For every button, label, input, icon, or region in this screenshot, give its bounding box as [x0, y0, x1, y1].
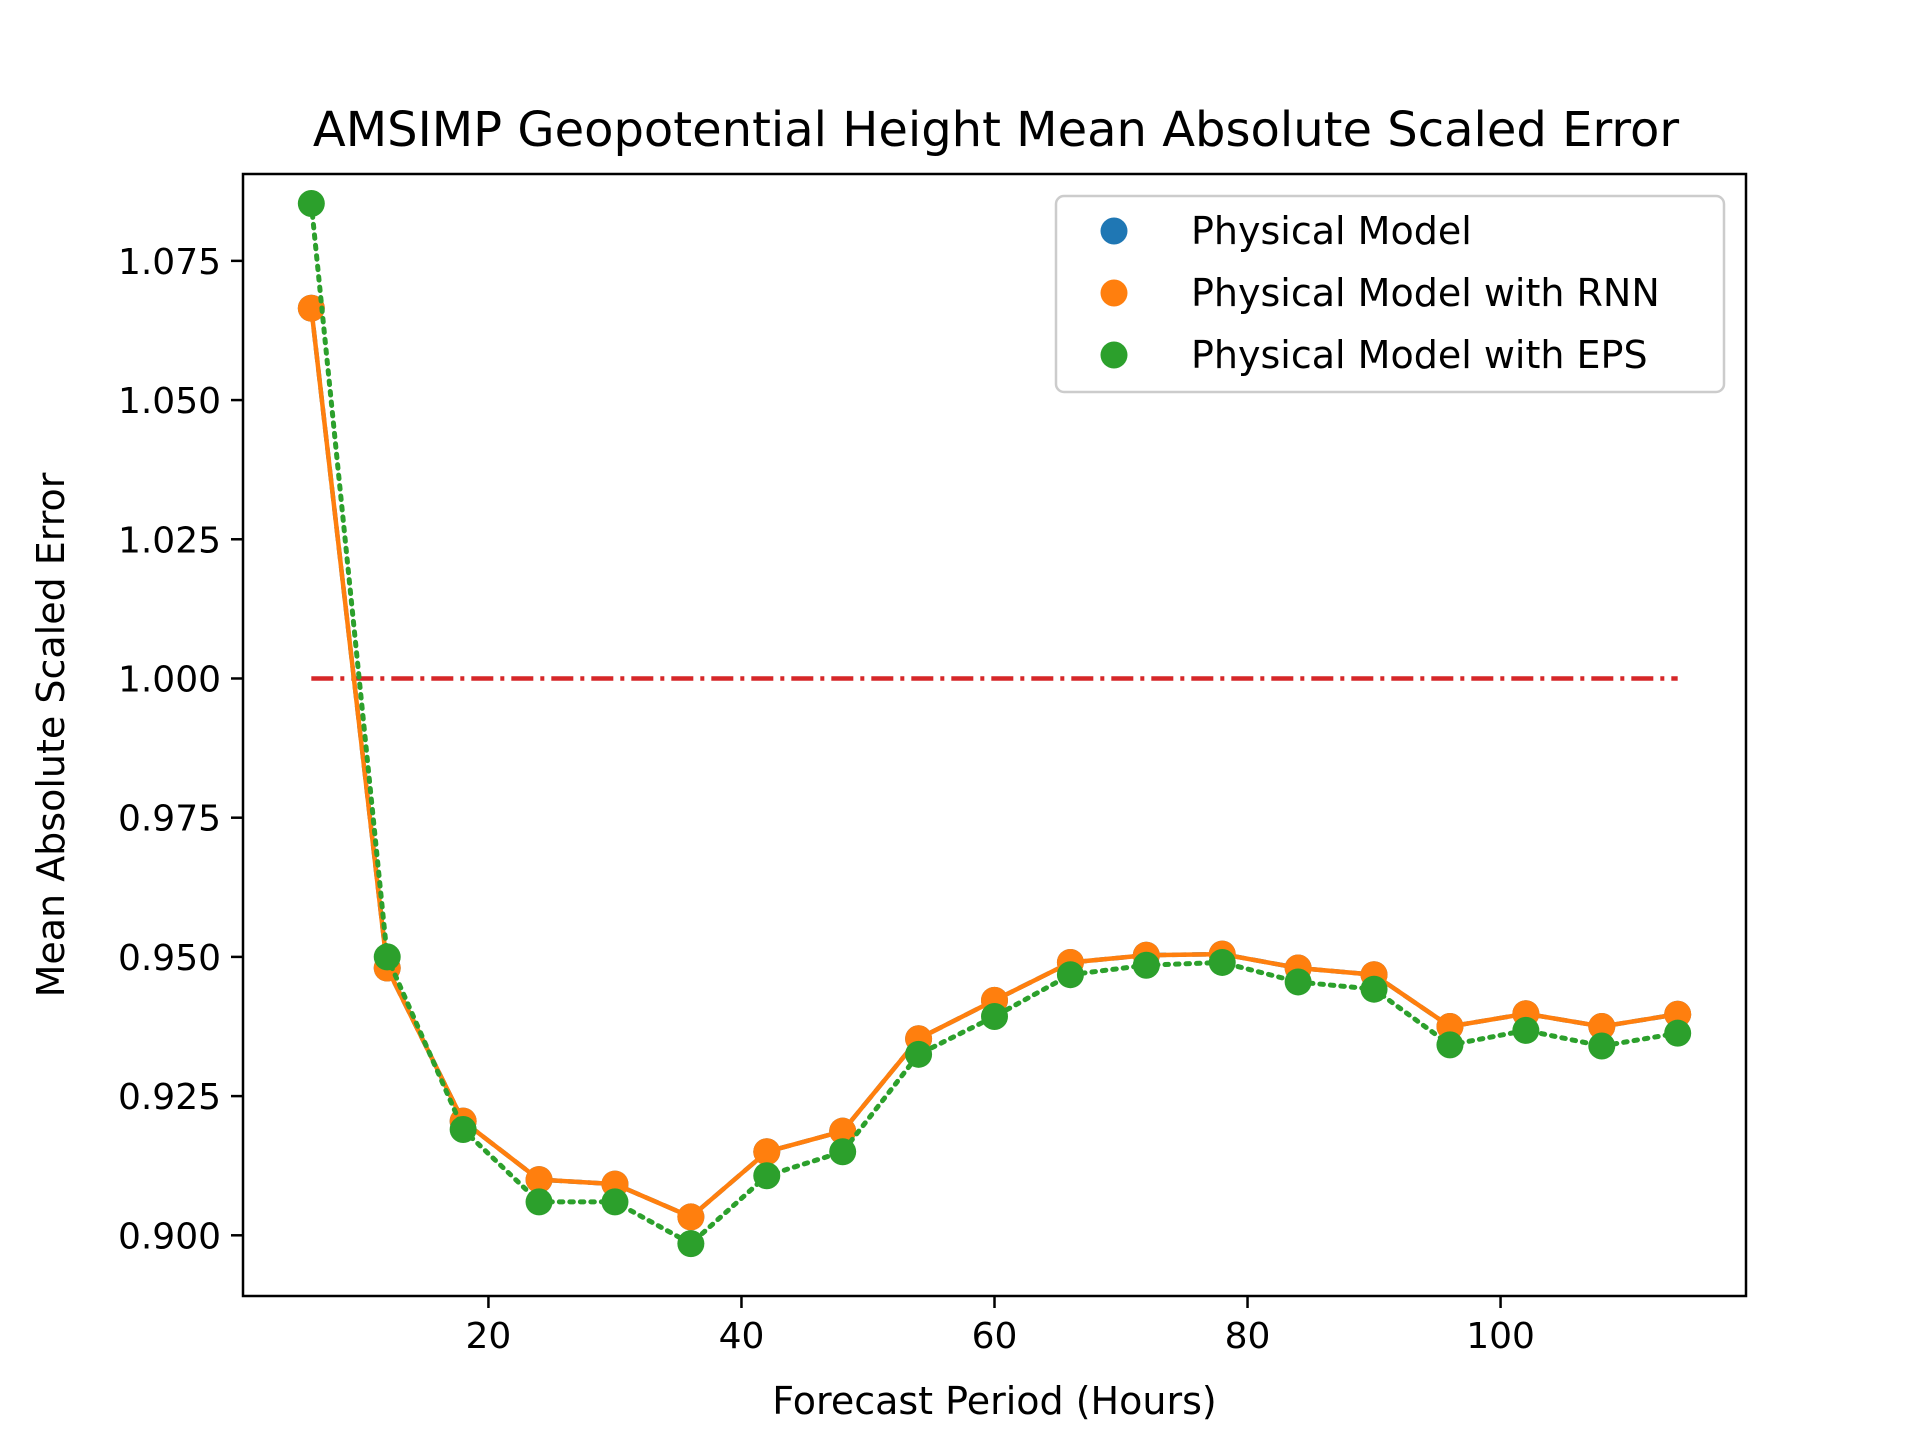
- legend-label: Physical Model with EPS: [1191, 333, 1648, 377]
- series-2-point: [1664, 1000, 1692, 1028]
- series-3-point: [1360, 975, 1388, 1003]
- series-3-point: [1512, 1016, 1540, 1044]
- x-tick-label: 60: [972, 1316, 1018, 1357]
- legend-marker: [1100, 217, 1128, 245]
- series-3-point: [981, 1002, 1008, 1030]
- series-1-line: [309, 307, 1679, 1220]
- legend-label: Physical Model: [1191, 209, 1472, 253]
- y-tick-label: 1.075: [118, 242, 221, 283]
- x-tick-label: 100: [1466, 1316, 1535, 1357]
- x-tick-label: 40: [719, 1316, 765, 1357]
- y-tick-label: 0.950: [118, 938, 221, 979]
- y-tick-label: 1.050: [118, 381, 221, 422]
- series-3-point: [297, 190, 325, 218]
- series-3-point: [525, 1188, 553, 1216]
- series-3-point: [829, 1138, 857, 1166]
- series-2-point: [1588, 1012, 1616, 1040]
- legend: Physical Model Physical Model with RNN Phy…: [1054, 194, 1726, 394]
- series-3-point: [1664, 1019, 1692, 1047]
- series-3-point: [1588, 1032, 1616, 1060]
- series-2-point: [677, 1203, 705, 1231]
- series-3-point: [601, 1188, 629, 1216]
- legend-marker: [1100, 279, 1128, 307]
- x-tick-label: 20: [466, 1316, 512, 1357]
- x-tick-label: 80: [1225, 1316, 1271, 1357]
- series-3-point: [905, 1040, 933, 1068]
- series-3-point: [449, 1116, 477, 1144]
- series-3-point: [1056, 961, 1084, 989]
- x-axis: 20 40 60 80 100: [466, 1296, 1535, 1357]
- y-tick-label: 1.000: [118, 659, 221, 700]
- y-tick-label: 0.900: [118, 1216, 221, 1257]
- series-3-point: [1132, 951, 1160, 979]
- legend-marker: [1100, 341, 1128, 369]
- series-3-point: [1436, 1031, 1464, 1059]
- legend-label: Physical Model with RNN: [1191, 271, 1660, 315]
- series-2-point: [829, 1117, 857, 1145]
- legend-box: [1054, 194, 1726, 394]
- series-3-point: [1208, 948, 1236, 976]
- series-2-point: [525, 1166, 553, 1194]
- series-3-point: [677, 1230, 705, 1258]
- y-axis-label: Mean Absolute Scaled Error: [29, 472, 73, 997]
- x-axis-label: Forecast Period (Hours): [772, 1379, 1216, 1423]
- y-tick-label: 1.025: [118, 520, 221, 561]
- y-axis: 0.900 0.925 0.950 0.975 1.000 1.025 1.050 1.075: [118, 242, 243, 1257]
- y-tick-label: 0.925: [118, 1077, 221, 1118]
- chart-title: AMSIMP Geopotential Height Mean Absolute…: [313, 102, 1680, 158]
- y-tick-label: 0.975: [118, 799, 221, 840]
- series-3-point: [1284, 968, 1312, 996]
- series-3-point: [753, 1162, 781, 1190]
- series-3-point: [373, 943, 401, 971]
- series-2-point: [297, 294, 325, 322]
- series-2-point: [753, 1138, 781, 1166]
- plot-area: [297, 190, 1692, 1258]
- series-2-line: [309, 307, 1679, 1220]
